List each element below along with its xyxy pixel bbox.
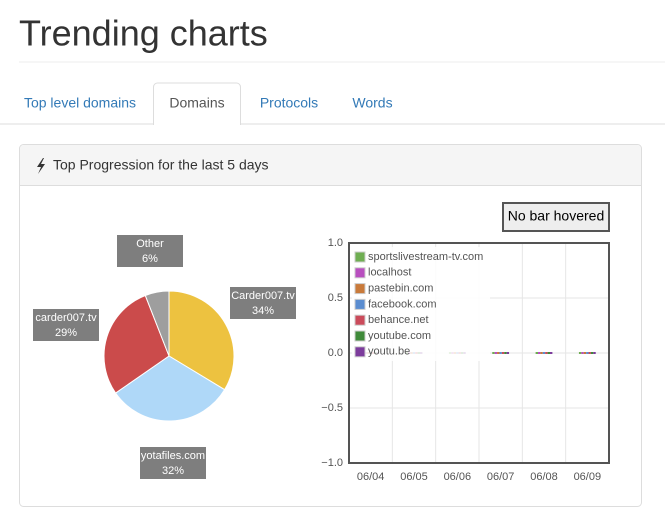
bar (578, 352, 582, 354)
pie-label: Other (136, 238, 164, 250)
bar (535, 352, 538, 354)
pie-value-label: 32% (162, 465, 184, 477)
bar (550, 352, 553, 354)
charts: Carder007.tv 34% yotafiles.com 32% carder007… (33, 235, 610, 483)
hover-box (502, 202, 610, 232)
y-tick-label: 0.5 (328, 292, 343, 304)
plot-frame (348, 242, 610, 464)
pie-label: carder007.tv (35, 312, 97, 324)
x-tick-label: 06/04 (357, 471, 385, 483)
pie-label-bg (117, 235, 183, 267)
bar (586, 352, 589, 354)
legend-label: pastebin.com (368, 283, 433, 295)
bar (545, 352, 548, 354)
x-tick-label: 06/06 (444, 471, 472, 483)
tab[interactable]: Protocols (260, 95, 318, 111)
bar (590, 352, 594, 354)
bar (497, 352, 500, 354)
bar (593, 352, 596, 354)
x-tick-label: 06/07 (487, 471, 515, 483)
active-tab (153, 82, 241, 125)
hover-text: No bar hovered (508, 208, 605, 224)
legend-label: facebook.com (368, 298, 436, 310)
bar (501, 352, 505, 354)
y-tick-label: 1.0 (328, 237, 343, 249)
pie-slice (144, 290, 170, 357)
bar (538, 352, 541, 354)
legend-swatch (354, 314, 366, 326)
x-tick-label: 06/05 (400, 471, 428, 483)
pie-label-bg (140, 447, 206, 479)
legend-label: youtu.be (368, 346, 410, 358)
pie-value-label: 34% (252, 305, 274, 317)
bar (499, 352, 502, 354)
legend-swatch (354, 251, 366, 263)
pie-value-label: 29% (55, 327, 77, 339)
legend-swatch (354, 283, 366, 295)
pie-slice (168, 290, 235, 391)
panel-heading (20, 145, 641, 185)
x-tick-label: 06/08 (530, 471, 558, 483)
legend-bg (352, 247, 490, 361)
bar (542, 352, 546, 354)
page-title: Trending charts (19, 13, 268, 54)
bolt-icon (37, 158, 45, 174)
legend-swatch (354, 330, 366, 342)
bar (540, 352, 543, 354)
x-tick-label: 06/09 (574, 471, 602, 483)
pie-value-label: 6% (142, 253, 158, 265)
bar (547, 352, 550, 354)
panel-title: Top Progression for the last 5 days (53, 157, 269, 173)
pie-label-bg (33, 309, 99, 341)
legend-label: behance.net (368, 314, 429, 326)
bar (588, 352, 591, 354)
bar (583, 352, 587, 354)
legend-swatch (354, 298, 366, 310)
tab-bar: Top level domains Domains Protocols Words (24, 82, 393, 125)
legend-label: localhost (368, 267, 411, 279)
legend-swatch (354, 267, 366, 279)
tab[interactable]: Words (352, 95, 392, 111)
legend-swatch (354, 346, 366, 358)
y-tick-label: 0.0 (328, 347, 343, 359)
pie-slice (114, 355, 226, 422)
bar (581, 352, 584, 354)
y-tick-label: −1.0 (321, 457, 343, 469)
y-tick-label: −0.5 (321, 402, 343, 414)
bar (506, 352, 510, 354)
pie-label-bg (230, 287, 296, 319)
bar (494, 352, 498, 354)
tab[interactable]: Top level domains (24, 95, 136, 111)
tab[interactable]: Domains (169, 95, 224, 111)
bar (492, 352, 495, 354)
legend-label: sportslivestream-tv.com (368, 251, 483, 263)
pie-label: yotafiles.com (141, 450, 205, 462)
bar (504, 352, 507, 354)
legend-label: youtube.com (368, 330, 431, 342)
pie-label: Carder007.tv (231, 290, 295, 302)
pie-slice (103, 294, 170, 394)
